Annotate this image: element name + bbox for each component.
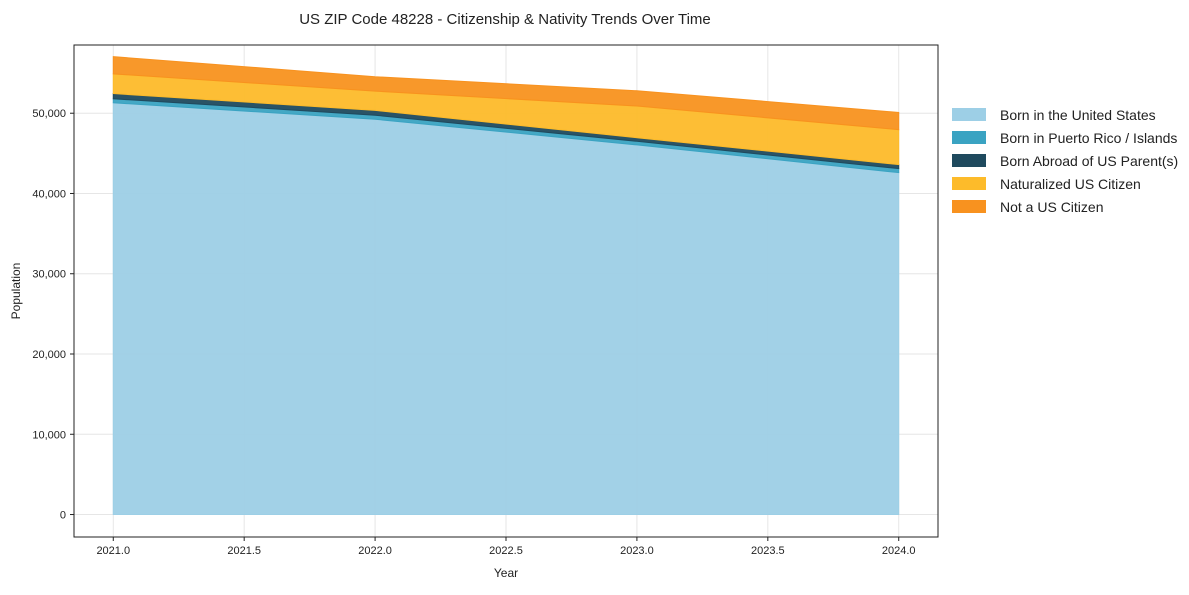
y-axis: 0 10,000 20,000 30,000 40,000 50,000 (32, 108, 74, 522)
area-not-a-us-citizen (112, 56, 900, 131)
y-tick-label: 40,000 (32, 188, 66, 200)
legend-item: Not a US Citizen (952, 199, 1103, 215)
legend-swatch (952, 154, 986, 167)
legend-label: Naturalized US Citizen (1000, 176, 1141, 192)
legend: Born in the United States Born in Puerto … (952, 107, 1178, 215)
x-tick-label: 2023.5 (751, 545, 785, 557)
x-tick-label: 2022.5 (489, 545, 523, 557)
legend-item: Born in Puerto Rico / Islands (952, 130, 1177, 146)
y-tick-label: 20,000 (32, 349, 66, 361)
x-tick-label: 2021.0 (96, 545, 130, 557)
x-tick-label: 2024.0 (882, 545, 916, 557)
legend-swatch (952, 108, 986, 121)
legend-item: Naturalized US Citizen (952, 176, 1141, 192)
y-tick-label: 10,000 (32, 429, 66, 441)
legend-label: Not a US Citizen (1000, 199, 1103, 215)
x-axis: 2021.0 2021.5 2022.0 2022.5 2023.0 2023.5 2024… (96, 537, 916, 557)
x-tick-label: 2021.5 (227, 545, 261, 557)
x-tick-label: 2023.0 (620, 545, 654, 557)
y-axis-label: Population (9, 263, 23, 320)
legend-label: Born in Puerto Rico / Islands (1000, 130, 1177, 146)
x-axis-label: Year (494, 566, 518, 580)
legend-swatch (952, 131, 986, 144)
legend-swatch (952, 200, 986, 213)
y-tick-label: 50,000 (32, 108, 66, 120)
legend-item: Born in the United States (952, 107, 1156, 123)
area-born-in-the-united-states (112, 102, 900, 516)
legend-item: Born Abroad of US Parent(s) (952, 153, 1178, 169)
x-tick-label: 2022.0 (358, 545, 392, 557)
y-tick-label: 0 (60, 510, 66, 522)
y-tick-label: 30,000 (32, 269, 66, 281)
areas (112, 56, 900, 516)
legend-label: Born Abroad of US Parent(s) (1000, 153, 1178, 169)
legend-swatch (952, 177, 986, 190)
chart-title: US ZIP Code 48228 - Citizenship & Nativi… (299, 11, 711, 28)
legend-label: Born in the United States (1000, 107, 1156, 123)
